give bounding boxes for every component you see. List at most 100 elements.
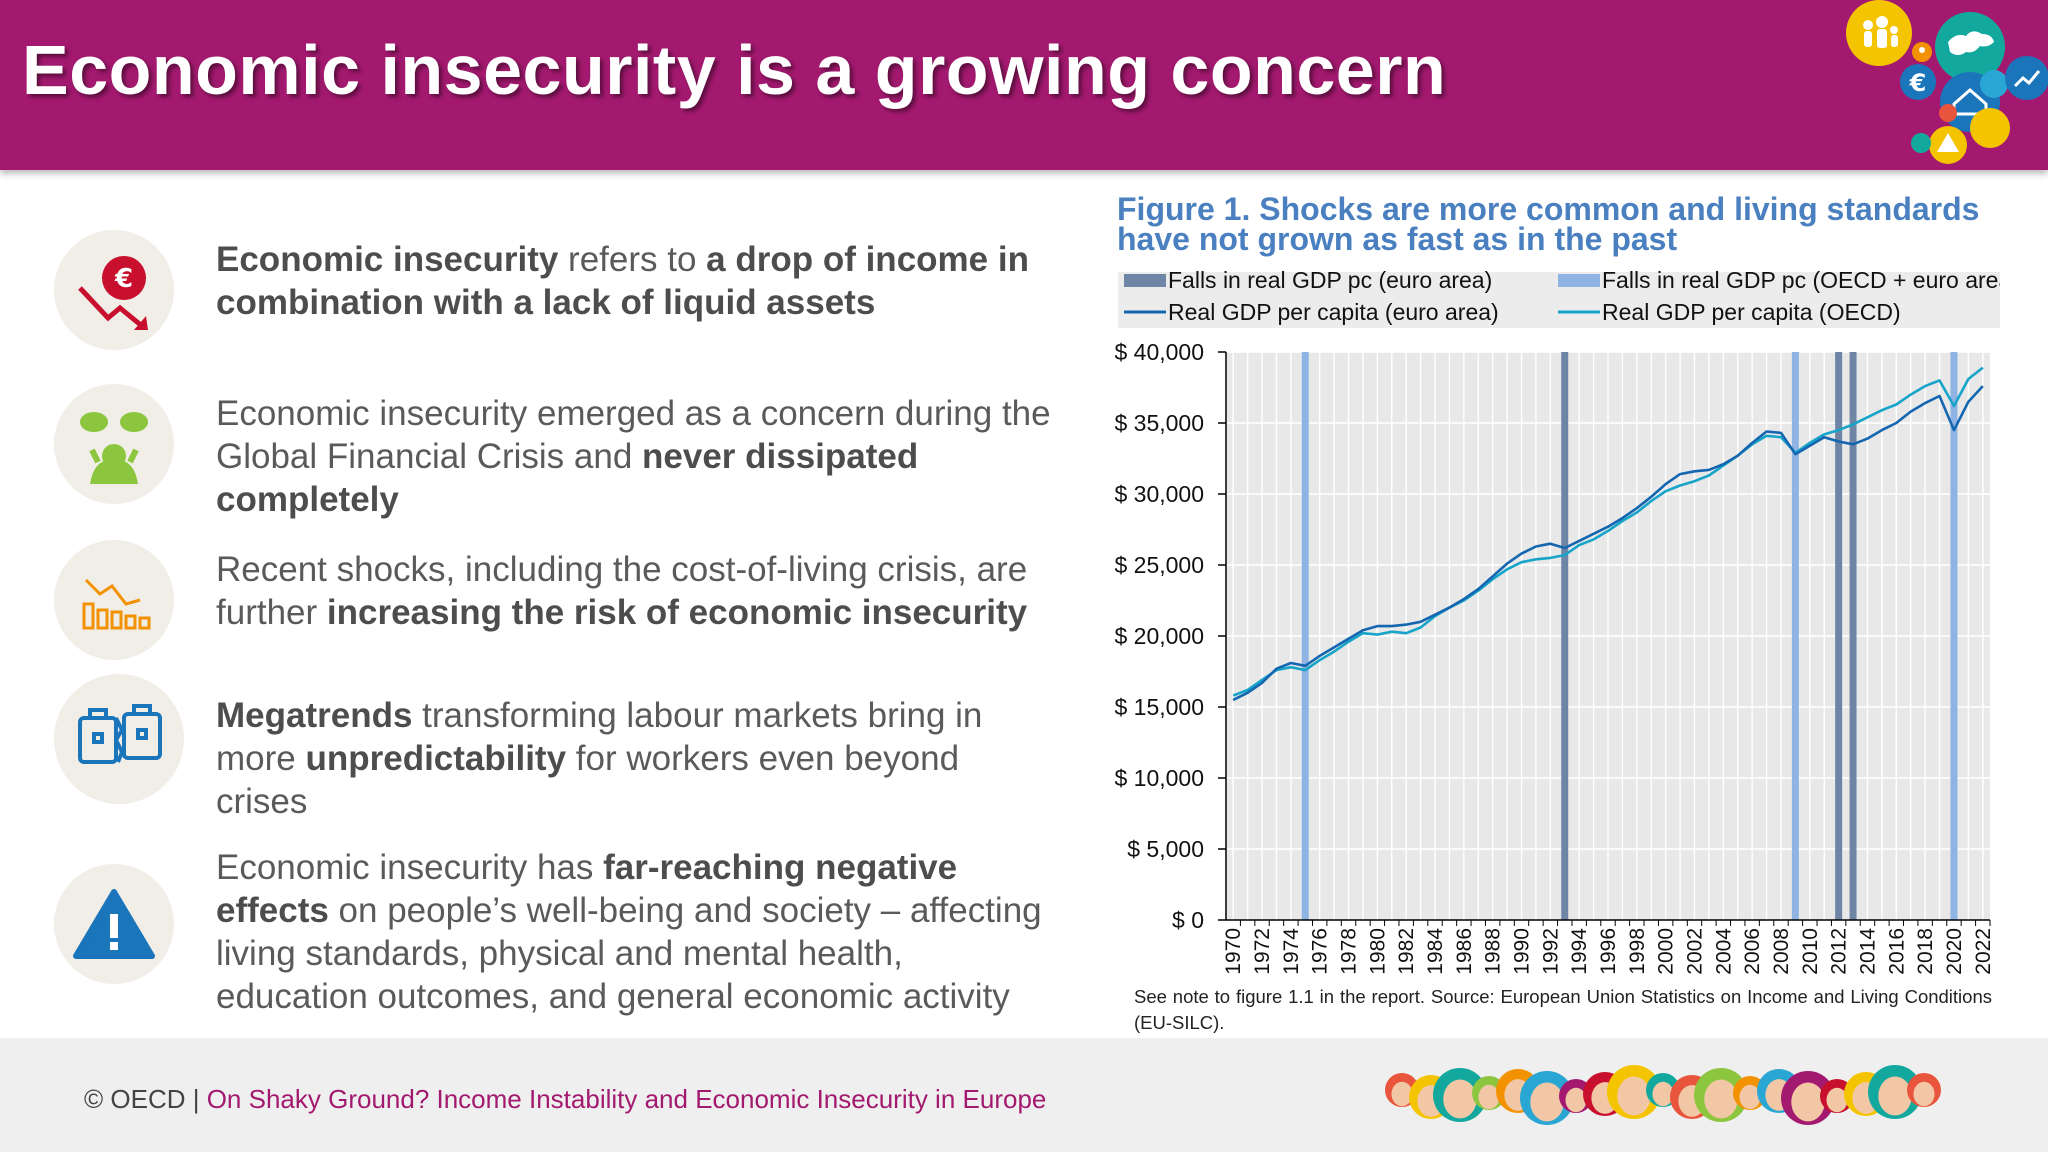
x-tick-label: 1974: [1280, 928, 1303, 975]
oecd-topic-logo: €: [1846, 0, 2048, 164]
bullet-2-text-run: Economic insecurity emerged as a concern…: [216, 394, 1051, 476]
coins-icon: [1980, 70, 2008, 98]
broken-briefcase-icon: [78, 704, 162, 764]
x-tick-label: 1976: [1309, 928, 1332, 975]
trend-up-icon: [2005, 56, 2048, 100]
face-icon: [1781, 1071, 1835, 1125]
bullet-1-text-run: refers to: [558, 240, 707, 279]
legend-label: Real GDP per capita (OECD): [1602, 299, 1901, 325]
x-tick-label: 1994: [1568, 928, 1591, 975]
legend-swatch-band: [1558, 274, 1600, 287]
y-tick-label: $ 5,000: [1127, 836, 1204, 862]
x-tick-label: 2014: [1856, 928, 1879, 975]
x-tick-label: 1988: [1482, 928, 1505, 975]
x-tick-label: 1992: [1539, 928, 1562, 975]
x-tick-label: 1984: [1424, 928, 1447, 975]
bullet-icon-4: [54, 674, 184, 804]
people-faces-banner: [1385, 1065, 1941, 1125]
footer-text: © OECD | On Shaky Ground? Income Instabi…: [84, 1084, 1046, 1115]
legend-label: Falls in real GDP pc (OECD + euro area): [1602, 268, 2000, 293]
x-tick-label: 1980: [1366, 928, 1389, 975]
y-tick-label: $ 40,000: [1114, 339, 1204, 365]
bullet-4-text-run: Megatrends: [216, 696, 413, 735]
declining-chart-icon: [82, 578, 151, 630]
legend-label: Real GDP per capita (euro area): [1168, 299, 1499, 325]
figure-title: Figure 1. Shocks are more common and liv…: [1117, 191, 1980, 257]
briefcase-small-icon: [1939, 104, 1957, 122]
warning-icon: [73, 889, 155, 959]
band-1975: [1301, 352, 1309, 920]
bullet-4-text-run: transforming labour markets bring in mor…: [216, 696, 983, 778]
bullet-item-5: Economic insecurity has far-reaching neg…: [0, 846, 1080, 1026]
x-tick-label: 2022: [1972, 928, 1995, 975]
svg-text:€: €: [114, 264, 133, 294]
band-2020: [1950, 352, 1958, 920]
bullet-text-4: Megatrends transforming labour markets b…: [216, 694, 1056, 823]
bullet-item-4: Megatrends transforming labour markets b…: [0, 674, 1080, 821]
copyright-text: © OECD |: [84, 1084, 207, 1114]
figure-note: See note to figure 1.1 in the report. So…: [1134, 986, 1992, 1033]
search-icon: [1911, 133, 1931, 153]
x-tick-label: 1986: [1453, 928, 1476, 975]
legend-swatch-band: [1124, 274, 1166, 287]
face-icon: [1520, 1071, 1574, 1125]
bullet-text-5: Economic insecurity has far-reaching neg…: [216, 846, 1056, 1018]
bullet-icon-1: €: [54, 230, 174, 350]
series-line-euro-area: [1232, 385, 1984, 702]
bullet-2-text-run: never dissipated completely: [216, 437, 919, 519]
header-bar: Economic insecurity is a growing concern…: [0, 0, 2048, 170]
x-tick-label: 2012: [1828, 928, 1851, 975]
x-tick-label: 1998: [1626, 928, 1649, 975]
x-tick-label: 2004: [1712, 928, 1735, 975]
bullet-item-3: Recent shocks, including the cost-of-liv…: [0, 538, 1080, 668]
bullet-4-text-run: unpredictability: [305, 739, 567, 778]
bullet-item-1: € Economic insecurity refers to a drop o…: [0, 228, 1080, 358]
bullet-3-text-run: increasing the risk of economic insecuri…: [326, 593, 1028, 632]
y-tick-label: $ 30,000: [1114, 481, 1204, 507]
bullet-5-text-run: on people’s well-being and society – aff…: [216, 891, 1042, 1016]
face-icon: [1433, 1068, 1487, 1122]
x-tick-label: 1972: [1251, 928, 1274, 975]
face-icon: [1868, 1065, 1922, 1119]
x-tick-label: 1978: [1338, 928, 1361, 975]
y-tick-label: $ 10,000: [1114, 765, 1204, 791]
bullet-4-text-run: for workers even beyond crises: [216, 739, 960, 821]
face-icon: [1607, 1065, 1661, 1119]
bullet-text-1: Economic insecurity refers to a drop of …: [216, 238, 1056, 324]
publication-link[interactable]: On Shaky Ground? Income Instability and …: [206, 1084, 1047, 1114]
x-tick-label: 2020: [1943, 928, 1966, 975]
x-tick-label: 2018: [1914, 928, 1937, 975]
band-2012: [1835, 352, 1843, 920]
x-tick-label: 1996: [1597, 928, 1620, 975]
bullet-5-text-run: far-reaching negative effects: [216, 848, 958, 930]
y-tick-label: $ 35,000: [1114, 410, 1204, 436]
face-icon: [1694, 1068, 1748, 1122]
y-tick-label: $ 20,000: [1114, 623, 1204, 649]
face-icon: [1907, 1073, 1941, 1107]
euro-icon: [1900, 64, 1936, 100]
euro-down-icon: €: [78, 256, 148, 330]
worried-person-icon: [80, 412, 148, 484]
x-tick-label: 1970: [1222, 928, 1245, 975]
bullet-1-text-run: Economic insecurity: [216, 240, 559, 279]
svg-text:€: €: [1909, 69, 1927, 97]
y-tick-label: $ 0: [1172, 907, 1204, 933]
x-tick-label: 1982: [1395, 928, 1418, 975]
bullet-text-3: Recent shocks, including the cost-of-liv…: [216, 548, 1056, 634]
band-2013: [1849, 352, 1857, 920]
gdp-chart: Falls in real GDP pc (euro area) Falls in…: [1114, 268, 2000, 975]
band-2009: [1791, 352, 1799, 920]
bullet-item-2: Economic insecurity emerged as a concern…: [0, 382, 1080, 519]
bullet-5-text-run: Economic insecurity has: [216, 848, 604, 887]
y-tick-label: $ 15,000: [1114, 694, 1204, 720]
page-title: Economic insecurity is a growing concern: [22, 31, 1447, 109]
x-tick-label: 2000: [1655, 928, 1678, 975]
band-1993: [1561, 352, 1569, 920]
bullet-icon-3: [54, 540, 174, 660]
bullet-3-text-run: Recent shocks, including the cost-of-liv…: [216, 550, 1028, 632]
x-tick-label: 2010: [1799, 928, 1822, 975]
x-tick-label: 2006: [1741, 928, 1764, 975]
x-tick-label: 1990: [1511, 928, 1534, 975]
y-tick-label: $ 25,000: [1114, 552, 1204, 578]
x-tick-label: 2016: [1885, 928, 1908, 975]
